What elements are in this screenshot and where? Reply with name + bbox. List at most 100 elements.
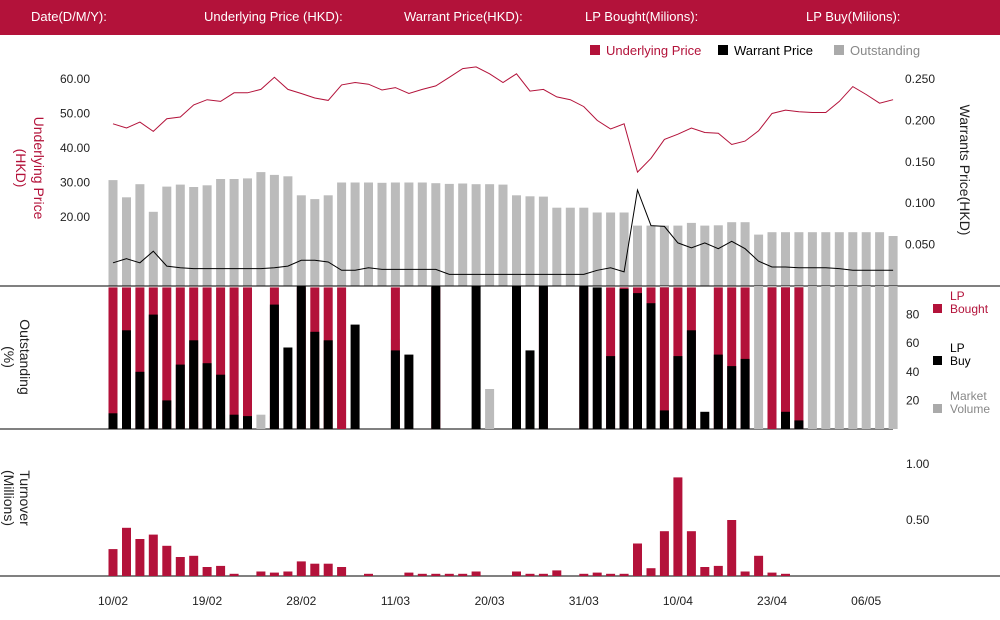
- outstanding-bar: [458, 183, 468, 286]
- outstanding-bar: [633, 225, 642, 286]
- lp-buy-bar: [700, 411, 710, 429]
- y-bottom-tick-label: 0.50: [906, 513, 930, 527]
- outstanding-bar: [485, 184, 495, 286]
- outstanding-bar: [592, 212, 602, 286]
- lp-buy-bar: [619, 288, 629, 429]
- lp-buy-bar: [162, 400, 172, 429]
- outstanding-bar: [619, 212, 629, 286]
- legend-mid-swatch: [933, 304, 942, 313]
- outstanding-bar: [243, 178, 252, 286]
- outstanding-bar: [727, 222, 737, 286]
- legend-top-swatch: [834, 45, 844, 55]
- outstanding-bar: [175, 184, 185, 286]
- y-mid-axis-title: Outstanding: [17, 319, 33, 395]
- turnover-bar: [525, 573, 535, 576]
- lp-buy-bar: [781, 411, 790, 429]
- turnover-bar: [417, 573, 427, 576]
- lp-bought-bar: [767, 287, 777, 429]
- lp-buy-bar: [189, 340, 199, 429]
- legend-top-label: Outstanding: [850, 43, 920, 58]
- turnover-bar: [189, 555, 199, 576]
- outstanding-bar: [269, 174, 279, 286]
- outstanding-bar: [754, 234, 764, 286]
- lp-buy-bar: [659, 410, 669, 429]
- turnover-bar: [296, 561, 306, 576]
- turnover-bar: [592, 572, 602, 576]
- outstanding-bar: [162, 186, 172, 286]
- outstanding-bar: [673, 225, 683, 286]
- x-tick-label: 11/03: [381, 594, 410, 608]
- warrant-price-line: [112, 188, 894, 275]
- outstanding-bar: [390, 182, 400, 286]
- market-volume-bar: [485, 389, 495, 429]
- lp-bought-bar: [781, 287, 790, 429]
- y-mid-tick-label: 20: [906, 393, 920, 407]
- turnover-bar: [538, 573, 548, 576]
- outstanding-bar: [444, 183, 454, 286]
- legend-mid-label: LP: [950, 341, 965, 355]
- y-mid-tick-label: 40: [906, 365, 920, 379]
- turnover-bar: [700, 567, 710, 576]
- outstanding-bar: [216, 179, 226, 286]
- turnover-bar: [579, 573, 589, 576]
- turnover-bar: [646, 568, 656, 576]
- y-mid-tick-label: 60: [906, 336, 920, 350]
- y-right-tick-label: 0.150: [905, 155, 935, 169]
- lp-buy-bar: [686, 330, 696, 429]
- lp-buy-bar: [310, 331, 320, 429]
- outstanding-bar: [713, 225, 723, 286]
- y-left-tick-label: 60.00: [60, 72, 90, 86]
- lp-bought-bar: [740, 287, 750, 429]
- y-bottom-tick-label: 1.00: [906, 457, 930, 471]
- turnover-bar: [686, 531, 696, 576]
- x-tick-label: 23/04: [757, 594, 787, 608]
- turnover-bar: [108, 549, 118, 576]
- turnover-bar: [713, 565, 723, 576]
- lp-buy-bar: [646, 303, 656, 429]
- lp-buy-bar: [727, 366, 737, 429]
- lp-bought-bar: [727, 287, 737, 429]
- y-left-axis-title: (HKD): [13, 149, 29, 188]
- outstanding-bar: [189, 187, 199, 286]
- outstanding-bar: [686, 222, 696, 286]
- outstanding-bar: [794, 232, 804, 286]
- legend-top-swatch: [718, 45, 728, 55]
- turnover-bar: [283, 571, 293, 576]
- lp-buy-bar: [525, 350, 535, 429]
- outstanding-bar: [565, 207, 575, 286]
- market-volume-bar: [754, 286, 764, 429]
- turnover-bar: [175, 557, 185, 576]
- lp-buy-bar: [673, 356, 683, 429]
- y-left-tick-label: 50.00: [60, 107, 90, 121]
- outstanding-bar: [552, 207, 562, 286]
- turnover-bar: [619, 573, 629, 576]
- y-left-tick-label: 30.00: [60, 176, 90, 190]
- outstanding-bar: [848, 232, 858, 286]
- x-tick-label: 06/05: [851, 594, 881, 608]
- y-right-tick-label: 0.200: [905, 113, 935, 127]
- lp-bought-bar: [659, 287, 669, 429]
- turnover-bar: [754, 555, 764, 576]
- outstanding-bar: [431, 183, 441, 286]
- market-volume-bar: [821, 286, 831, 429]
- market-volume-bar: [861, 286, 871, 429]
- lp-bought-bar: [202, 287, 212, 429]
- outstanding-bar: [821, 232, 831, 286]
- outstanding-bar: [579, 207, 589, 286]
- lp-buy-bar: [471, 286, 481, 429]
- lp-bought-bar: [794, 287, 804, 429]
- outstanding-bar: [875, 232, 885, 286]
- turnover-bar: [512, 571, 521, 576]
- market-volume-bar: [256, 414, 266, 429]
- market-volume-bar: [807, 286, 817, 429]
- market-volume-bar: [848, 286, 858, 429]
- outstanding-bar: [202, 185, 212, 286]
- lp-bought-bar: [216, 287, 226, 429]
- y-left-tick-label: 40.00: [60, 141, 90, 155]
- lp-buy-bar: [108, 413, 118, 429]
- market-volume-bar: [834, 286, 844, 429]
- lp-buy-bar: [579, 286, 589, 429]
- turnover-bar: [337, 567, 347, 576]
- outstanding-bar: [471, 184, 481, 286]
- outstanding-bar: [310, 199, 320, 286]
